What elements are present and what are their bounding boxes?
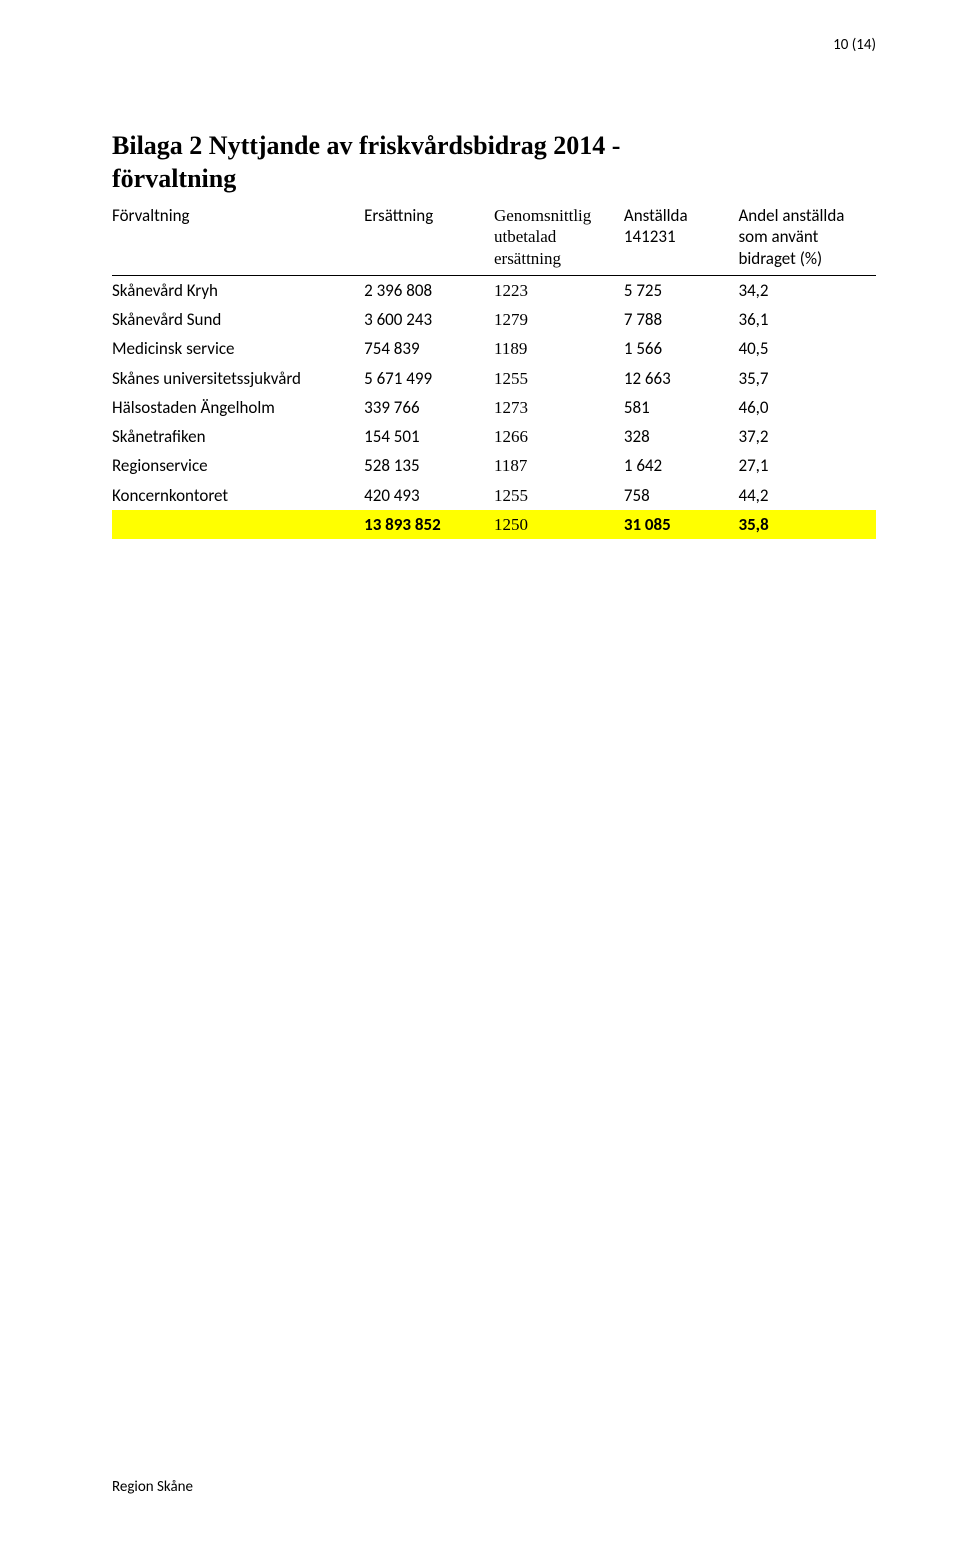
cell-ersatt: 3 600 243 — [364, 305, 494, 334]
table-row: Skånes universitetssjukvård 5 671 499 12… — [112, 364, 876, 393]
table-row: Koncernkontoret 420 493 1255 758 44,2 — [112, 481, 876, 510]
col-andel-header: Andel anställda som använt bidraget (%) — [738, 201, 876, 275]
cell-label: Skånevård Sund — [112, 305, 364, 334]
cell-label: Regionservice — [112, 451, 364, 480]
table-body: Skånevård Kryh 2 396 808 1223 5 725 34,2… — [112, 275, 876, 539]
cell-total-snitt: 1250 — [494, 510, 624, 539]
table-row: Skånevård Kryh 2 396 808 1223 5 725 34,2 — [112, 275, 876, 305]
cell-andel: 40,5 — [738, 334, 876, 363]
cell-ersatt: 754 839 — [364, 334, 494, 363]
cell-snitt: 1255 — [494, 481, 624, 510]
cell-anst: 12 663 — [624, 364, 739, 393]
cell-andel: 35,7 — [738, 364, 876, 393]
title-line-2: förvaltning — [112, 164, 236, 193]
page-number: 10 (14) — [833, 36, 876, 54]
cell-ersatt: 420 493 — [364, 481, 494, 510]
col-andel-header-l2: som använt — [738, 226, 818, 247]
col-andel-header-l3: bidraget (%) — [738, 248, 822, 269]
table-row: Hälsostaden Ängelholm 339 766 1273 581 4… — [112, 393, 876, 422]
cell-anst: 7 788 — [624, 305, 739, 334]
cell-anst: 328 — [624, 422, 739, 451]
cell-andel: 37,2 — [738, 422, 876, 451]
cell-snitt: 1189 — [494, 334, 624, 363]
col-snitt-header: Genomsnittlig utbetalad ersättning — [494, 201, 624, 275]
col-ersattning-header: Ersättning — [364, 201, 494, 275]
cell-ersatt: 5 671 499 — [364, 364, 494, 393]
cell-anst: 5 725 — [624, 275, 739, 305]
cell-ersatt: 528 135 — [364, 451, 494, 480]
col-anst-header-l1: Anställda — [624, 205, 688, 226]
table-header: Förvaltning Ersättning Genomsnittlig utb… — [112, 201, 876, 275]
cell-total-anst: 31 085 — [624, 510, 739, 539]
data-table: Förvaltning Ersättning Genomsnittlig utb… — [112, 201, 876, 539]
col-anst-header-l2: 141231 — [624, 226, 676, 247]
cell-snitt: 1223 — [494, 275, 624, 305]
cell-ersatt: 339 766 — [364, 393, 494, 422]
col-snitt-header-l1: Genomsnittlig — [494, 206, 591, 225]
title-line-1: Bilaga 2 Nyttjande av friskvårdsbidrag 2… — [112, 131, 620, 160]
cell-snitt: 1255 — [494, 364, 624, 393]
page-title: Bilaga 2 Nyttjande av friskvårdsbidrag 2… — [112, 130, 876, 195]
cell-snitt: 1273 — [494, 393, 624, 422]
col-anstallda-header: Anställda 141231 — [624, 201, 739, 275]
table-row: Skånetrafiken 154 501 1266 328 37,2 — [112, 422, 876, 451]
col-forvaltning-header: Förvaltning — [112, 201, 364, 275]
col-andel-header-l1: Andel anställda — [738, 205, 844, 226]
table-header-row: Förvaltning Ersättning Genomsnittlig utb… — [112, 201, 876, 275]
cell-ersatt: 154 501 — [364, 422, 494, 451]
cell-andel: 46,0 — [738, 393, 876, 422]
cell-label: Hälsostaden Ängelholm — [112, 393, 364, 422]
cell-total-ersatt: 13 893 852 — [364, 510, 494, 539]
cell-snitt: 1266 — [494, 422, 624, 451]
cell-anst: 1 566 — [624, 334, 739, 363]
cell-label: Skånevård Kryh — [112, 275, 364, 305]
cell-label: Koncernkontoret — [112, 481, 364, 510]
cell-total-andel: 35,8 — [738, 510, 876, 539]
col-snitt-header-l2: utbetalad — [494, 227, 556, 246]
cell-anst: 758 — [624, 481, 739, 510]
cell-label: Skånetrafiken — [112, 422, 364, 451]
page: 10 (14) Bilaga 2 Nyttjande av friskvårds… — [0, 0, 960, 1546]
cell-ersatt: 2 396 808 — [364, 275, 494, 305]
page-footer: Region Skåne — [112, 1478, 193, 1496]
cell-andel: 34,2 — [738, 275, 876, 305]
cell-snitt: 1187 — [494, 451, 624, 480]
cell-label: Medicinsk service — [112, 334, 364, 363]
cell-snitt: 1279 — [494, 305, 624, 334]
table-row: Regionservice 528 135 1187 1 642 27,1 — [112, 451, 876, 480]
table-row: Skånevård Sund 3 600 243 1279 7 788 36,1 — [112, 305, 876, 334]
cell-andel: 27,1 — [738, 451, 876, 480]
cell-andel: 44,2 — [738, 481, 876, 510]
cell-label: Skånes universitetssjukvård — [112, 364, 364, 393]
col-snitt-header-l3: ersättning — [494, 249, 561, 268]
cell-total-label — [112, 510, 364, 539]
cell-anst: 581 — [624, 393, 739, 422]
table-row: Medicinsk service 754 839 1189 1 566 40,… — [112, 334, 876, 363]
cell-andel: 36,1 — [738, 305, 876, 334]
cell-anst: 1 642 — [624, 451, 739, 480]
table-total-row: 13 893 852 1250 31 085 35,8 — [112, 510, 876, 539]
